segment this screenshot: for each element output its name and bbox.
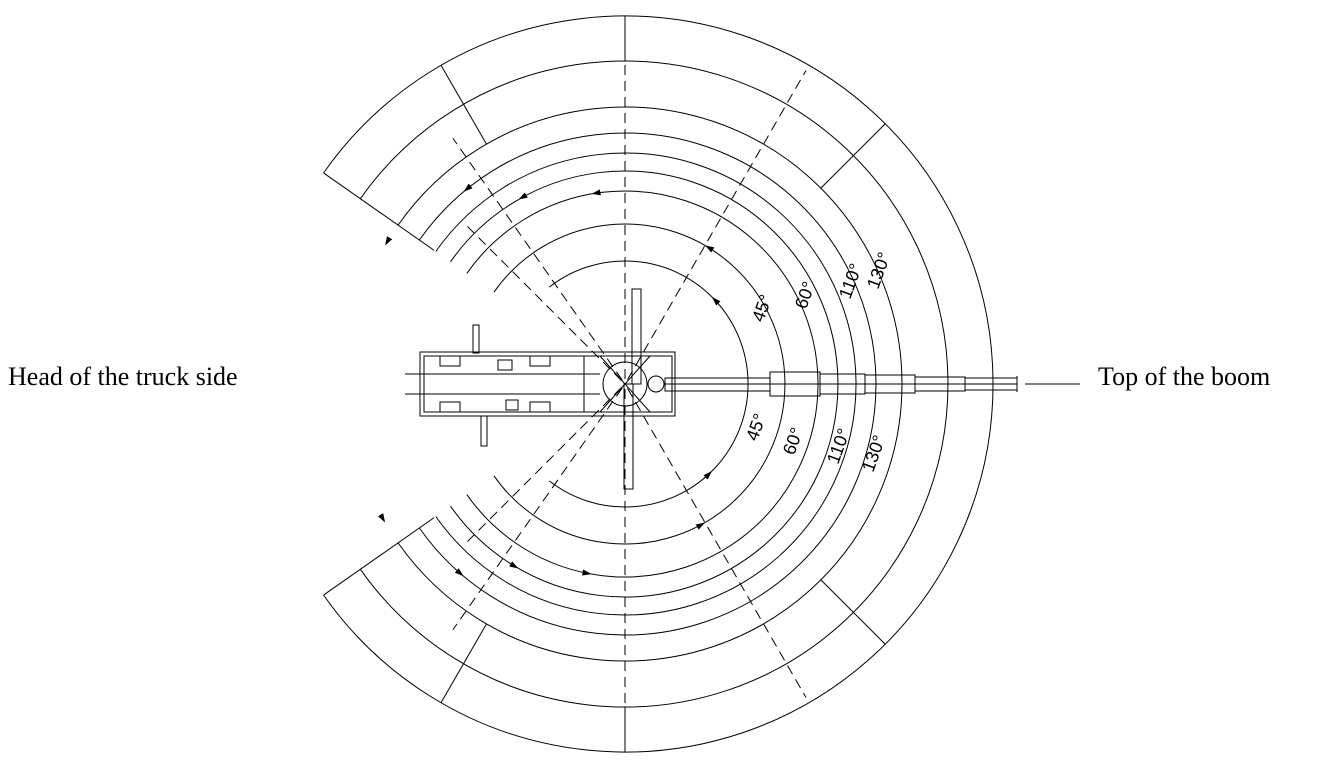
truck-part — [631, 288, 642, 385]
angle-label-lower: 60° — [779, 425, 807, 457]
truck-part — [480, 415, 488, 447]
rotation-arrow — [378, 513, 386, 523]
angle-dash-line — [452, 137, 623, 381]
truck-part — [472, 324, 480, 354]
angle-label-upper: 110° — [835, 261, 866, 302]
angle-dash-line — [465, 224, 622, 381]
angle-label-lower: 130° — [858, 433, 890, 475]
radial-spoke — [820, 123, 886, 189]
angle-dash-line — [465, 387, 622, 544]
rotation-arrow — [463, 183, 473, 192]
truck-part — [602, 361, 648, 407]
truck-crane-plan — [405, 288, 676, 490]
truck-part — [623, 383, 634, 490]
rotation-arrow — [705, 245, 715, 253]
sector-edge-line — [323, 172, 435, 251]
rotation-arrow — [454, 568, 464, 577]
truck-part — [439, 355, 461, 367]
angle-dash-line — [627, 70, 807, 380]
rotation-arrow — [582, 569, 592, 576]
angle-arrows — [378, 183, 721, 577]
telescopic-boom — [664, 371, 1018, 397]
angle-dashed-lines — [452, 61, 807, 707]
rotation-arrow — [518, 192, 528, 200]
truck-part — [647, 375, 665, 393]
truck-part — [529, 355, 551, 367]
top-of-boom-label: Top of the boom — [1098, 362, 1271, 391]
radial-spoke — [440, 65, 487, 145]
truck-part — [439, 401, 461, 413]
angle-label-upper: 130° — [863, 250, 895, 292]
truck-part — [497, 359, 513, 371]
truck-part — [599, 355, 651, 413]
angle-label-lower: 45° — [742, 411, 770, 443]
rotation-arrow — [509, 561, 519, 569]
rotation-arrow — [711, 297, 721, 306]
angle-labels: 45°45°60°60°110°110°130°130° — [742, 250, 895, 475]
angle-dash-line — [627, 388, 807, 698]
truck-part — [505, 399, 519, 411]
truck-part — [423, 355, 585, 413]
angle-label-upper: 60° — [791, 279, 819, 311]
sector-edge-line — [323, 517, 435, 596]
angle-label-lower: 110° — [823, 426, 854, 467]
rotation-arrow — [591, 189, 601, 196]
angle-dash-line — [452, 387, 623, 631]
truck-part — [529, 401, 551, 413]
head-of-truck-label: Head of the truck side — [8, 362, 238, 391]
rotation-arrow — [703, 470, 712, 480]
radial-spoke — [440, 623, 487, 703]
radial-spoke — [820, 579, 886, 645]
rotation-arrow — [695, 522, 705, 530]
rotation-arrow — [385, 236, 393, 246]
radial-spokes — [323, 16, 886, 752]
